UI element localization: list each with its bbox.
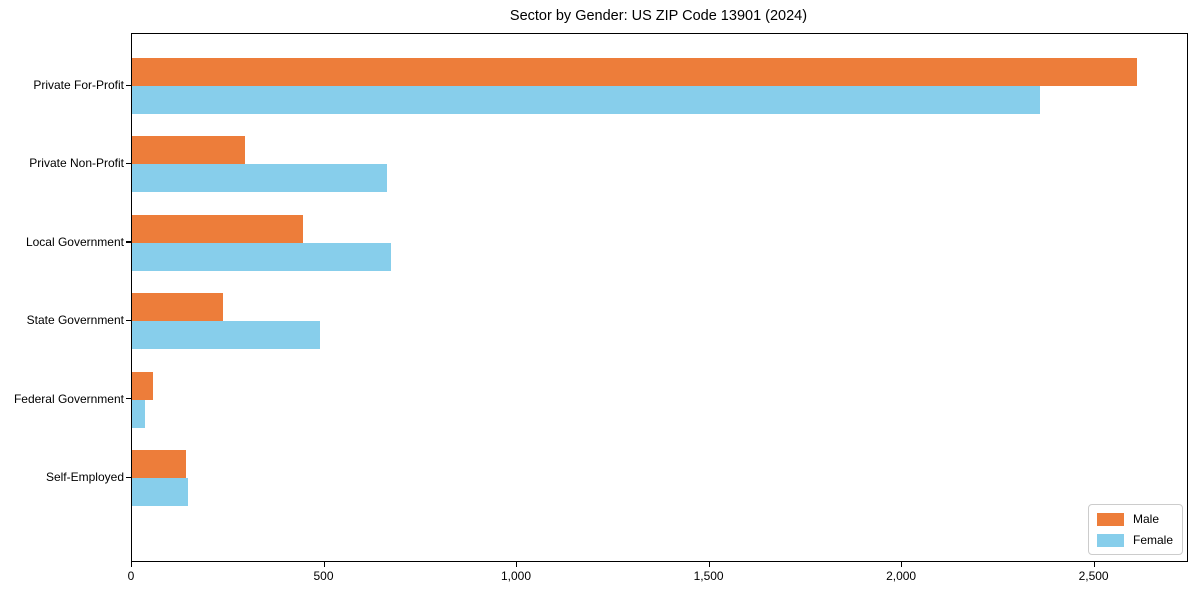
y-axis-labels: Private For-Profit Private Non-Profit Loca… (0, 0, 124, 600)
plot-area: Male Female (131, 33, 1188, 562)
y-axis-label-private-non-profit: Private Non-Profit (29, 156, 124, 171)
x-tick-label-2-000: 2,000 (886, 569, 917, 583)
y-tick-mark (126, 241, 131, 243)
bar-female-local-government (132, 242, 392, 271)
chart-title: Sector by Gender: US ZIP Code 13901 (202… (509, 8, 808, 24)
bar-female-self-employed (132, 478, 189, 506)
x-tick-label-0: 0 (127, 569, 135, 583)
x-tick-mark (1093, 561, 1095, 567)
x-tick-mark (131, 561, 133, 567)
legend: Male Female (1087, 504, 1183, 555)
legend-item-female: Female (1096, 533, 1173, 547)
bars-layer (132, 34, 1187, 561)
x-tick-label-2-500: 2,500 (1078, 569, 1109, 583)
legend-swatch-male (1096, 512, 1124, 526)
bar-female-federal-government (132, 399, 146, 428)
x-tick-label-1-000: 1,000 (500, 569, 532, 583)
bar-male-local-government (132, 214, 303, 243)
y-tick-mark (126, 162, 131, 165)
legend-label-female: Female (1132, 533, 1173, 547)
x-tick-mark (323, 561, 325, 567)
bar-female-private-non-profit (132, 164, 388, 193)
y-axis-label-self-employed: Self-Employed (45, 470, 124, 484)
x-tick-mark (516, 561, 518, 567)
bar-male-state-government (132, 293, 223, 322)
y-tick-mark (126, 476, 131, 478)
y-tick-mark (126, 398, 131, 400)
bar-male-private-for-profit (132, 58, 1137, 86)
y-axis-label-private-for-profit: Private For-Profit (33, 78, 124, 92)
legend-item-male: Male (1096, 512, 1173, 526)
legend-swatch-female (1096, 533, 1124, 547)
y-axis-label-federal-government: Federal Government (13, 391, 124, 406)
y-axis-label-local-government: Local Government (25, 234, 124, 249)
bar-female-state-government (132, 321, 321, 350)
y-tick-mark (126, 319, 131, 321)
legend-label-male: Male (1132, 512, 1159, 526)
x-tick-label-1-500: 1,500 (693, 569, 724, 583)
x-tick-mark (708, 561, 710, 567)
x-tick-mark (901, 561, 903, 567)
y-axis-label-state-government: State Government (26, 313, 124, 328)
bar-male-federal-government (132, 371, 154, 400)
y-tick-mark (126, 84, 131, 86)
bar-female-private-for-profit (132, 86, 1040, 114)
x-tick-label-500: 500 (313, 569, 334, 583)
bar-male-self-employed (132, 450, 186, 478)
bar-male-private-non-profit (132, 136, 246, 165)
